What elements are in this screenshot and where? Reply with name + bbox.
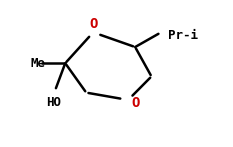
Text: O: O [132, 96, 140, 110]
Text: Me: Me [30, 57, 45, 70]
Text: Pr-i: Pr-i [168, 29, 198, 42]
Text: O: O [89, 17, 97, 31]
Text: HO: HO [47, 96, 62, 109]
